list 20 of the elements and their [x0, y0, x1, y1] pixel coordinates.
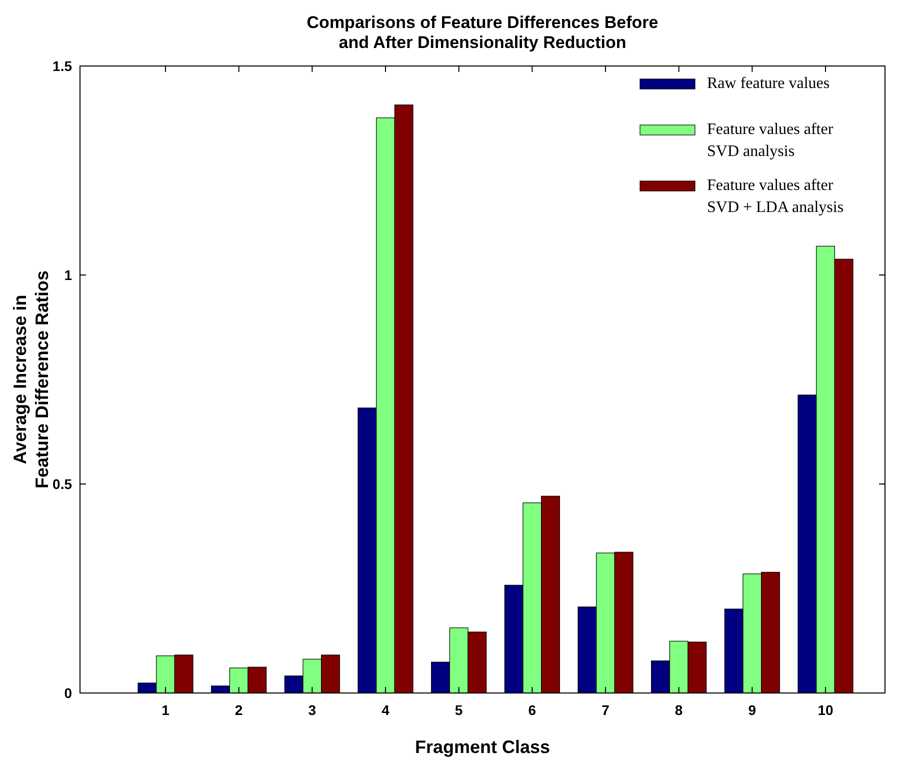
chart-title: Comparisons of Feature Differences Before and After Dimensionality Reduction: [306, 13, 658, 52]
legend-label: Raw feature values: [707, 75, 830, 92]
x-tick-label: 10: [818, 702, 834, 718]
y-tick-label: 0: [64, 684, 72, 701]
x-tick-label: 6: [528, 702, 536, 718]
legend-label: Feature values after SVD + LDA analysis: [707, 177, 844, 216]
y-axis-title: Average Increase in Feature Difference Ratios: [10, 270, 52, 489]
y-tick-label: 1.5: [52, 58, 72, 74]
x-tick-label: 8: [674, 702, 683, 718]
x-tick-label: 4: [382, 702, 390, 718]
x-tick-label: 5: [454, 702, 463, 718]
x-tick-label: 9: [748, 702, 756, 718]
legend-label: Feature values after SVD analysis: [707, 121, 834, 160]
y-tick-label: 0.5: [52, 476, 72, 492]
y-tick-label: 1: [64, 266, 72, 283]
x-tick-label: 2: [234, 702, 243, 718]
x-tick-label: 7: [602, 702, 610, 718]
x-tick-label: 3: [308, 702, 316, 718]
x-axis-title: Fragment Class: [414, 737, 550, 757]
x-tick-label: 1: [162, 702, 170, 718]
